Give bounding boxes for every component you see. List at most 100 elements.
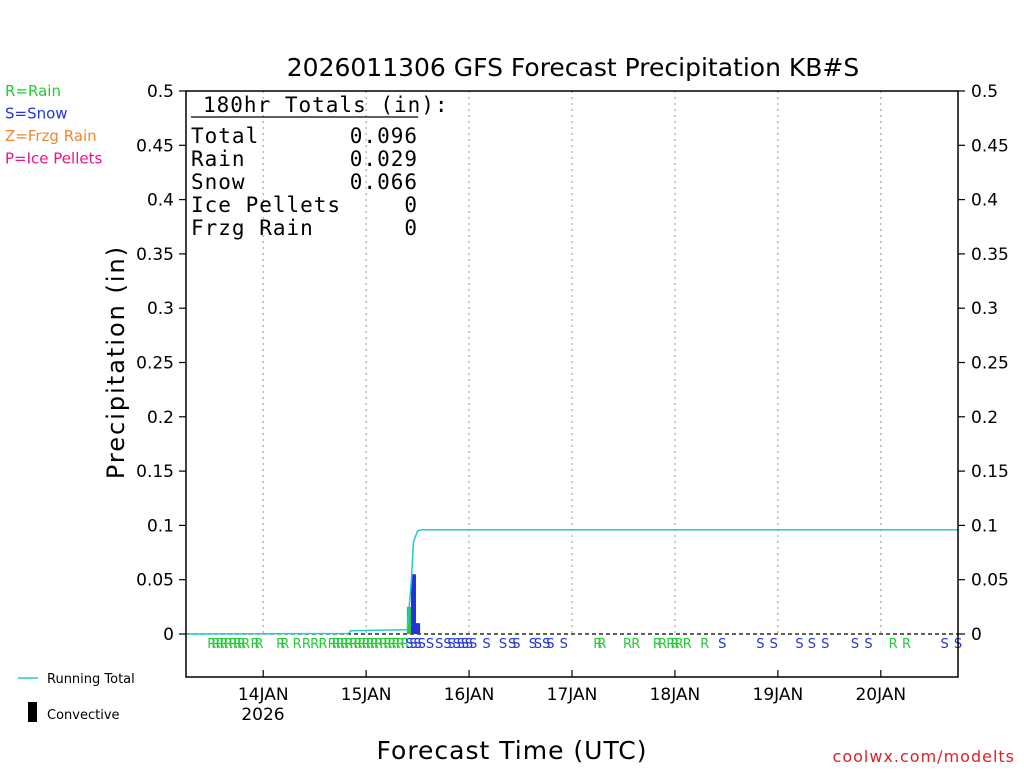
totals-row-label: Ice Pellets	[191, 193, 341, 217]
ptype-marker: R	[593, 637, 602, 652]
chart-title: 2026011306 GFS Forecast Precipitation KB…	[287, 53, 859, 82]
ptype-marker: R	[276, 637, 285, 652]
totals-box: 180hr Totals (in): Total 0.096 Rain 0.029 Sno…	[191, 93, 448, 240]
y-tick-label: 0.05	[136, 571, 174, 591]
ptype-marker: R	[332, 637, 341, 652]
ptype-marker: S	[770, 637, 778, 652]
ptype-marker: S	[529, 637, 537, 652]
ptype-marker: R	[658, 637, 667, 652]
ptype-marker: R	[670, 637, 679, 652]
ptype-marker: S	[461, 637, 469, 652]
y-tick-label: 0	[163, 625, 174, 645]
ptype-marker: R	[237, 637, 246, 652]
y-axis-right: 0.5 0.45 0.4 0.35 0.3 0.25 0.2 0.15 0.1 0.05 0	[958, 82, 1009, 645]
ptype-marker: S	[499, 637, 507, 652]
x-axis: 14JAN 15JAN 16JAN 17JAN 18JAN 19JAN 20JAN	[238, 670, 906, 705]
y-tick-label-right: 0.15	[971, 462, 1009, 482]
ptype-marker: S	[851, 637, 859, 652]
precip-bar	[406, 606, 412, 634]
y-tick-label-right: 0.05	[971, 571, 1009, 591]
ptype-marker: S	[413, 637, 421, 652]
ptype-marker: R	[631, 637, 640, 652]
ptype-marker: S	[482, 637, 490, 652]
ptype-marker: R	[683, 637, 692, 652]
y-axis-left: 0.5 0.45 0.4 0.35 0.3 0.25 0.2 0.15 0.1 0.05 0	[136, 82, 186, 645]
y-axis-label: Precipitation (in)	[102, 245, 130, 479]
legend-item: R=Rain	[5, 82, 61, 100]
totals-row-label: Total	[191, 124, 259, 148]
y-tick-label-right: 0.3	[971, 299, 998, 319]
y-tick-label-right: 0.5	[971, 82, 998, 102]
totals-row-value: 0.029	[350, 147, 418, 171]
legend-item: S=Snow	[5, 105, 68, 123]
bottom-legend-label: Convective	[47, 708, 120, 723]
precip-bars	[406, 574, 421, 634]
ptype-marker: R	[215, 637, 224, 652]
totals-row-label: Frzg Rain	[191, 216, 314, 240]
ptype-marker: S	[940, 637, 948, 652]
ptype-marker: R	[675, 637, 684, 652]
ptype-marker: R	[374, 637, 383, 652]
y-tick-label-right: 0.45	[971, 136, 1009, 156]
ptype-marker: S	[808, 637, 816, 652]
ptype-marker: R	[357, 637, 366, 652]
ptype-marker: S	[864, 637, 872, 652]
ptype-marker: S	[534, 637, 542, 652]
ptype-marker: S	[457, 637, 465, 652]
ptype-marker: R	[207, 637, 216, 652]
ptype-marker: R	[211, 637, 220, 652]
ptype-marker: S	[453, 637, 461, 652]
legend-bar-swatch	[28, 702, 37, 722]
ptype-marker: S	[542, 637, 550, 652]
precip-bar	[410, 574, 416, 634]
y-tick-label-right: 0.35	[971, 245, 1009, 265]
x-tick-label: 15JAN	[341, 685, 392, 705]
totals-row-value: 0.096	[350, 124, 418, 148]
legend-item: Z=Frzg Rain	[5, 127, 97, 145]
ptype-marker: R	[344, 637, 353, 652]
x-year-label: 2026	[241, 705, 284, 725]
running-total-line	[185, 528, 958, 635]
ptype-marker: R	[362, 637, 371, 652]
y-tick-label: 0.4	[147, 191, 174, 211]
grid-lines	[262, 91, 882, 634]
ptype-marker: S	[560, 637, 568, 652]
ptype-marker: S	[465, 637, 473, 652]
y-tick-label: 0.2	[147, 408, 174, 428]
y-tick-label: 0.15	[136, 462, 174, 482]
x-tick-label: 16JAN	[444, 685, 495, 705]
legend-item: P=Ice Pellets	[5, 150, 102, 168]
ptype-marker: S	[508, 637, 516, 652]
ptype-marker: R	[328, 637, 337, 652]
ptype-marker: S	[512, 637, 520, 652]
y-tick-label: 0.5	[147, 82, 174, 102]
y-tick-label-right: 0.25	[971, 354, 1009, 374]
y-tick-label: 0.1	[147, 516, 174, 536]
ptype-marker: R	[623, 637, 632, 652]
ptype-marker: R	[318, 637, 327, 652]
ptype-marker: S	[426, 637, 434, 652]
x-tick-label: 19JAN	[753, 685, 804, 705]
totals-row-label: Rain	[191, 147, 246, 171]
ptype-marker: R	[310, 637, 319, 652]
ptype-marker: R	[255, 637, 264, 652]
plot-frame	[185, 90, 959, 678]
ptype-marker: R	[889, 637, 898, 652]
ptype-marker: R	[387, 637, 396, 652]
ptype-marker: R	[224, 637, 233, 652]
totals-row-value: 0.066	[350, 170, 418, 194]
ptype-marker: R	[302, 637, 311, 652]
ptype-marker: R	[383, 637, 392, 652]
ptype-marker: S	[405, 637, 413, 652]
y-tick-label: 0.35	[136, 245, 174, 265]
ptype-marker: R	[233, 637, 242, 652]
ptype-marker: R	[349, 637, 358, 652]
y-tick-label-right: 0.2	[971, 408, 998, 428]
totals-row-label: Snow	[191, 170, 246, 194]
ptype-marker: R	[340, 637, 349, 652]
ptype-marker: R	[666, 637, 675, 652]
ptype-marker: S	[756, 637, 764, 652]
ptype-marker: R	[396, 637, 405, 652]
